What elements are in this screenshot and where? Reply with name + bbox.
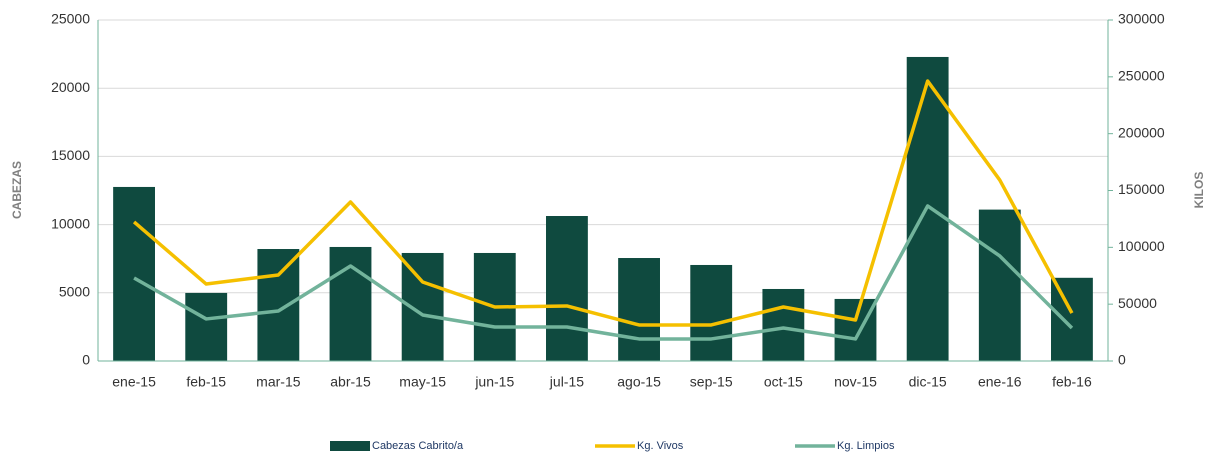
y-tick-label: 0 <box>82 352 90 368</box>
y-tick-label: 10000 <box>51 215 90 231</box>
y-tick-label: 20000 <box>51 79 90 95</box>
bar <box>546 216 588 361</box>
x-tick-label: jun-15 <box>474 374 514 390</box>
x-tick-label: ago-15 <box>617 374 661 390</box>
legend-label: Kg. Limpios <box>837 440 895 452</box>
bar <box>257 249 300 361</box>
y2-tick-label: 50000 <box>1118 295 1157 311</box>
legend-label: Kg. Vivos <box>637 440 684 452</box>
y2-tick-label: 300000 <box>1118 11 1165 27</box>
line-series <box>132 79 1074 327</box>
x-tick-label: mar-15 <box>256 374 301 390</box>
x-tick-label: jul-15 <box>549 374 584 390</box>
bar <box>690 264 733 361</box>
x-tick-label: ene-15 <box>112 374 156 390</box>
bar <box>762 288 805 361</box>
y2-tick-label: 200000 <box>1118 124 1165 140</box>
legend-swatch <box>330 441 370 451</box>
y2-tick-label: 250000 <box>1118 68 1165 84</box>
x-tick-label: dic-15 <box>909 374 947 390</box>
x-tick-label: feb-16 <box>1052 374 1092 390</box>
y2-axis-label: KILOS <box>1192 172 1206 209</box>
x-tick-label: may-15 <box>399 374 446 390</box>
y2-tick-label: 100000 <box>1118 238 1165 254</box>
x-tick-label: abr-15 <box>330 374 371 390</box>
y-tick-label: 15000 <box>51 147 90 163</box>
x-tick-label: feb-15 <box>186 374 226 390</box>
legend-label: Cabezas Cabrito/a <box>372 440 464 452</box>
line-series <box>133 204 1074 341</box>
y2-tick-label: 0 <box>1118 352 1126 368</box>
y-tick-label: 5000 <box>59 284 90 300</box>
bar <box>329 246 372 361</box>
x-tick-label: nov-15 <box>834 374 877 390</box>
bar <box>834 298 877 361</box>
bar <box>1051 277 1093 361</box>
bar <box>618 258 660 361</box>
y-axis-label: CABEZAS <box>10 161 24 219</box>
bar <box>185 292 228 361</box>
x-tick-label: sep-15 <box>690 374 733 390</box>
x-tick-label: ene-16 <box>978 374 1022 390</box>
x-tick-label: oct-15 <box>764 374 803 390</box>
y-tick-label: 25000 <box>51 11 90 27</box>
bar <box>978 209 1021 361</box>
y2-tick-label: 150000 <box>1118 181 1165 197</box>
bar <box>113 186 155 361</box>
